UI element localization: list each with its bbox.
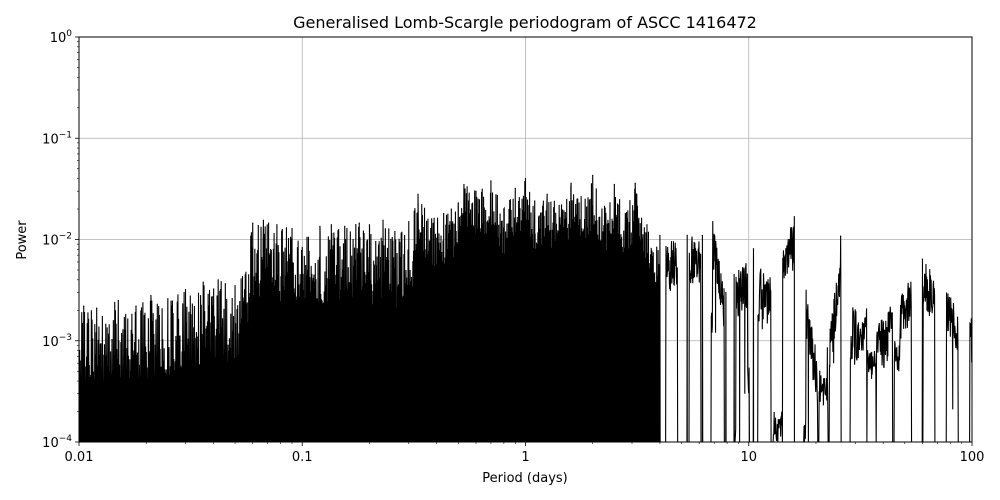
y-tick-label: 100 bbox=[50, 29, 73, 46]
peak-point bbox=[819, 370, 821, 372]
peak-point bbox=[358, 222, 360, 224]
peak-point bbox=[234, 285, 236, 287]
y-tick-exponent: −4 bbox=[59, 434, 73, 444]
peak-point bbox=[592, 174, 594, 176]
peak-point bbox=[241, 276, 244, 278]
peak-point bbox=[752, 248, 755, 250]
peak-point bbox=[546, 193, 548, 195]
peak-point bbox=[382, 219, 384, 221]
y-tick-base: 10 bbox=[50, 31, 67, 46]
peak-point bbox=[252, 222, 254, 224]
y-tick-exponent: −3 bbox=[59, 333, 72, 343]
y-tick-label: 10−2 bbox=[42, 232, 72, 249]
chart-title: Generalised Lomb-Scargle periodogram of … bbox=[293, 13, 757, 32]
peak-point bbox=[857, 322, 860, 324]
peak-point bbox=[712, 221, 714, 223]
peak-point bbox=[570, 182, 572, 184]
peak-point bbox=[881, 319, 883, 321]
peak-point bbox=[150, 294, 152, 297]
peak-point bbox=[613, 183, 615, 186]
peak-point bbox=[431, 218, 433, 220]
peak-point bbox=[319, 225, 321, 227]
peak-point bbox=[344, 225, 346, 227]
peak-point bbox=[417, 193, 419, 195]
x-tick-label: 0.1 bbox=[292, 450, 313, 465]
y-tick-base: 10 bbox=[42, 436, 59, 451]
peak-point bbox=[793, 216, 795, 218]
y-tick-exponent: −1 bbox=[59, 130, 72, 140]
peak-point bbox=[672, 241, 675, 243]
peak-point bbox=[306, 236, 308, 238]
peak-point bbox=[291, 228, 293, 230]
peak-point bbox=[457, 202, 459, 204]
peak-point bbox=[463, 183, 465, 186]
power-line bbox=[79, 175, 972, 442]
peak-point bbox=[865, 316, 867, 319]
peak-point bbox=[686, 234, 688, 236]
peak-point bbox=[117, 299, 119, 302]
x-tick-label: 100 bbox=[960, 450, 985, 465]
peak-point bbox=[659, 234, 661, 236]
peak-point bbox=[83, 305, 85, 307]
peak-point bbox=[733, 274, 735, 276]
periodogram-series bbox=[79, 174, 973, 442]
x-tick-label: 0.01 bbox=[65, 450, 94, 465]
y-tick-base: 10 bbox=[42, 335, 59, 350]
peak-point bbox=[624, 213, 626, 215]
y-tick-exponent: −2 bbox=[59, 232, 72, 242]
x-axis-ticks: 0.01 0.1 1 10 100 bbox=[65, 442, 985, 465]
x-tick-label: 1 bbox=[521, 450, 529, 465]
y-tick-label: 10−3 bbox=[42, 333, 72, 350]
peak-point bbox=[584, 198, 586, 200]
peak-point bbox=[330, 224, 332, 226]
y-tick-label: 10−4 bbox=[42, 434, 72, 451]
y-tick-label: 10−1 bbox=[42, 130, 72, 147]
peak-point bbox=[135, 305, 137, 307]
y-tick-exponent: 0 bbox=[66, 29, 72, 39]
peak-point bbox=[826, 347, 828, 349]
x-tick-label: 10 bbox=[740, 450, 757, 465]
peak-point bbox=[534, 200, 536, 202]
peak-point bbox=[394, 230, 396, 233]
peak-point bbox=[167, 298, 169, 300]
peak-point bbox=[443, 213, 445, 215]
peak-point bbox=[408, 221, 410, 223]
x-axis-label: Period (days) bbox=[482, 471, 568, 486]
peak-point bbox=[368, 224, 371, 226]
peak-point bbox=[276, 224, 278, 226]
y-axis-label: Power bbox=[15, 220, 30, 260]
peak-point bbox=[475, 190, 477, 192]
peak-point bbox=[490, 180, 492, 182]
peak-point bbox=[96, 307, 98, 309]
peak-point bbox=[634, 182, 636, 184]
peak-point bbox=[840, 235, 842, 237]
peak-point bbox=[514, 187, 516, 189]
y-tick-base: 10 bbox=[42, 234, 59, 249]
peak-point bbox=[701, 234, 704, 236]
peak-point bbox=[725, 291, 727, 294]
y-tick-base: 10 bbox=[42, 132, 59, 147]
peak-point bbox=[524, 177, 527, 180]
peak-point bbox=[646, 224, 648, 226]
peak-point bbox=[202, 281, 204, 283]
peak-point bbox=[184, 289, 187, 291]
peak-point bbox=[601, 208, 603, 210]
peak-point bbox=[767, 279, 769, 281]
peak-point bbox=[217, 279, 219, 281]
peak-point bbox=[560, 204, 563, 206]
peak-point bbox=[503, 208, 505, 210]
peak-point bbox=[262, 219, 265, 221]
peak-point bbox=[921, 258, 924, 260]
